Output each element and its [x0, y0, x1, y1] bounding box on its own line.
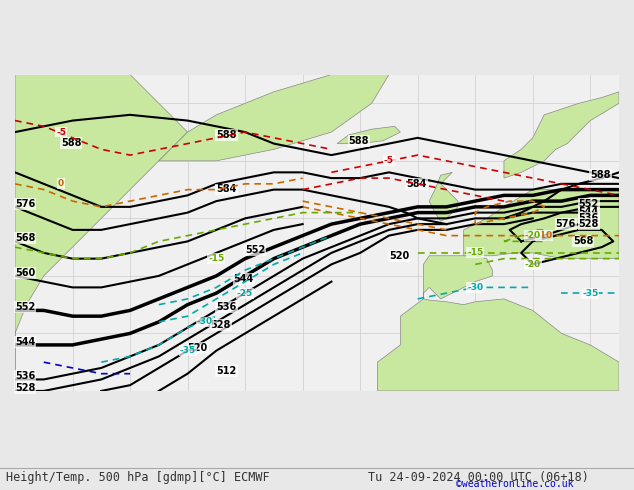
Text: 528: 528 [15, 383, 36, 393]
Text: 568: 568 [15, 233, 36, 244]
Text: 528: 528 [579, 219, 599, 229]
Polygon shape [504, 92, 619, 178]
Text: Tu 24-09-2024 00:00 UTC (06+18): Tu 24-09-2024 00:00 UTC (06+18) [368, 471, 588, 484]
Text: 560: 560 [15, 268, 36, 278]
Text: 520: 520 [188, 343, 208, 353]
Text: 536: 536 [216, 302, 236, 313]
Text: 528: 528 [210, 319, 231, 330]
Text: 536: 536 [15, 371, 36, 381]
Text: 512: 512 [216, 366, 236, 376]
Text: ©weatheronline.co.uk: ©weatheronline.co.uk [456, 479, 574, 489]
Polygon shape [424, 256, 493, 299]
Text: -35: -35 [179, 346, 196, 355]
Text: 588: 588 [61, 139, 82, 148]
Text: 544: 544 [579, 207, 599, 218]
Text: 584: 584 [406, 179, 427, 189]
Text: 588: 588 [216, 130, 237, 140]
Text: 552: 552 [579, 199, 599, 209]
Text: 552: 552 [15, 302, 36, 313]
Text: 0: 0 [58, 179, 64, 188]
Polygon shape [158, 74, 389, 161]
Text: 544: 544 [15, 337, 36, 347]
Polygon shape [377, 299, 619, 391]
Polygon shape [463, 190, 619, 259]
Text: 552: 552 [245, 245, 266, 255]
Text: 588: 588 [349, 136, 369, 146]
Text: 576: 576 [15, 199, 36, 209]
Text: -15: -15 [467, 248, 483, 257]
Text: 568: 568 [573, 236, 593, 246]
Text: 536: 536 [579, 213, 599, 223]
Text: -20: -20 [525, 231, 541, 240]
Text: -30: -30 [197, 318, 213, 326]
Text: 584: 584 [216, 184, 236, 195]
Polygon shape [15, 74, 188, 391]
Polygon shape [337, 126, 401, 144]
Text: Height/Temp. 500 hPa [gdmp][°C] ECMWF: Height/Temp. 500 hPa [gdmp][°C] ECMWF [6, 471, 270, 484]
Text: -5: -5 [56, 127, 66, 137]
Text: 544: 544 [233, 273, 254, 284]
Text: -5: -5 [384, 156, 394, 165]
Text: -30: -30 [467, 283, 483, 292]
Text: 576: 576 [556, 219, 576, 229]
Polygon shape [429, 172, 458, 221]
Text: -25: -25 [237, 289, 253, 297]
Text: 588: 588 [590, 170, 611, 180]
Text: -10: -10 [536, 231, 552, 240]
Text: 520: 520 [389, 251, 409, 261]
Text: -20: -20 [525, 260, 541, 269]
Text: -35: -35 [582, 289, 598, 297]
Text: -15: -15 [208, 254, 224, 263]
